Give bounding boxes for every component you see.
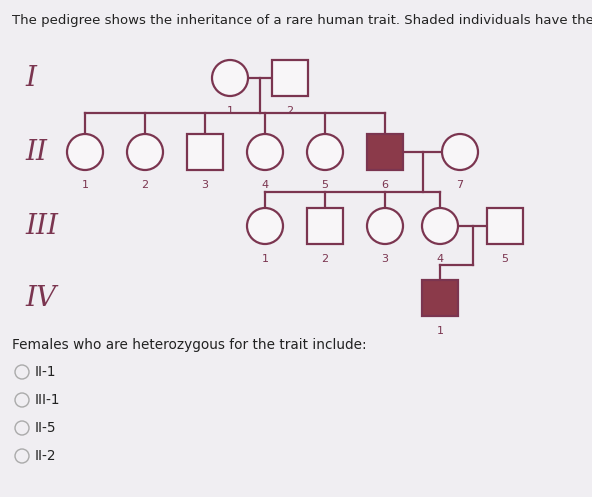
- Text: III-1: III-1: [35, 393, 60, 407]
- Text: II-1: II-1: [35, 365, 56, 379]
- Circle shape: [442, 134, 478, 170]
- Text: IV: IV: [25, 284, 56, 312]
- Circle shape: [247, 208, 283, 244]
- Text: The pedigree shows the inheritance of a rare human trait. Shaded individuals hav: The pedigree shows the inheritance of a …: [12, 14, 592, 27]
- Circle shape: [247, 134, 283, 170]
- Bar: [187, 134, 223, 170]
- Circle shape: [422, 208, 458, 244]
- Circle shape: [15, 365, 29, 379]
- Text: 1: 1: [262, 254, 269, 264]
- Circle shape: [67, 134, 103, 170]
- Bar: [487, 208, 523, 244]
- Circle shape: [127, 134, 163, 170]
- Text: 3: 3: [201, 180, 208, 190]
- Text: 5: 5: [321, 180, 329, 190]
- Circle shape: [367, 208, 403, 244]
- Bar: [272, 60, 308, 96]
- Text: 4: 4: [262, 180, 269, 190]
- Circle shape: [307, 134, 343, 170]
- Circle shape: [15, 449, 29, 463]
- Text: 5: 5: [501, 254, 509, 264]
- Text: 2: 2: [141, 180, 149, 190]
- Text: II-2: II-2: [35, 449, 56, 463]
- Bar: [422, 280, 458, 316]
- Text: II: II: [25, 139, 47, 166]
- Circle shape: [15, 393, 29, 407]
- Bar: [367, 134, 403, 170]
- Text: 2: 2: [321, 254, 329, 264]
- Text: 4: 4: [436, 254, 443, 264]
- Text: 1: 1: [82, 180, 88, 190]
- Text: Females who are heterozygous for the trait include:: Females who are heterozygous for the tra…: [12, 338, 366, 352]
- Text: 7: 7: [456, 180, 464, 190]
- Text: 2: 2: [287, 106, 294, 116]
- Text: III: III: [25, 213, 58, 240]
- Text: II-5: II-5: [35, 421, 57, 435]
- Text: 1: 1: [227, 106, 233, 116]
- Text: I: I: [25, 65, 36, 91]
- Text: 6: 6: [381, 180, 388, 190]
- Text: 1: 1: [436, 326, 443, 336]
- Text: 3: 3: [381, 254, 388, 264]
- Circle shape: [15, 421, 29, 435]
- Circle shape: [212, 60, 248, 96]
- Bar: [307, 208, 343, 244]
